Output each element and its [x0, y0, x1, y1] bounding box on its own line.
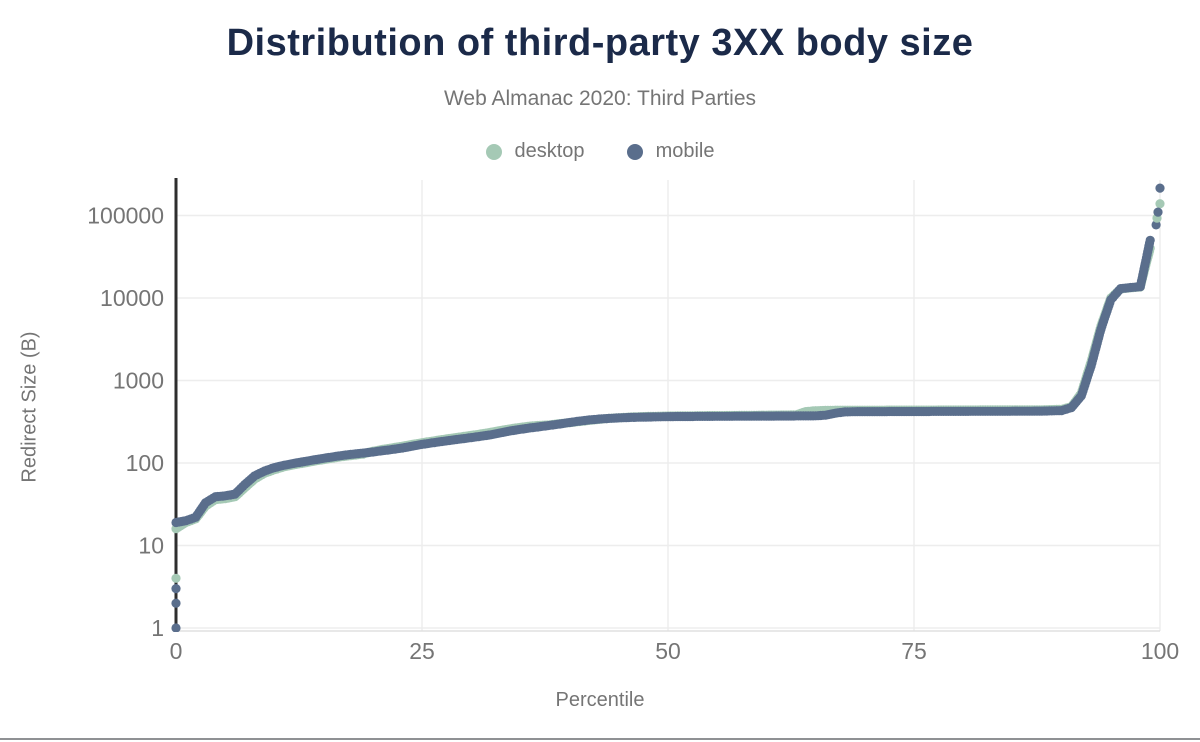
mobile-outlier-point	[171, 623, 181, 632]
legend-item-desktop[interactable]: desktop	[485, 140, 585, 163]
mobile-swatch-icon	[626, 143, 643, 160]
mobile-outlier-point	[1151, 220, 1161, 230]
mobile-outlier-point	[1153, 207, 1163, 217]
y-tick-label: 10	[138, 533, 164, 559]
page-subtitle: Web Almanac 2020: Third Parties	[443, 87, 757, 110]
legend-label: desktop	[514, 140, 585, 162]
mobile-outlier-point	[171, 598, 181, 608]
legend: desktop mobile	[0, 140, 1200, 163]
legend-item-mobile[interactable]: mobile	[626, 140, 715, 163]
x-tick-label: 50	[655, 638, 681, 664]
data-point	[1155, 199, 1165, 209]
mobile-series	[171, 183, 1165, 528]
series-container	[171, 183, 1165, 632]
page-title: Distribution of third-party 3XX body siz…	[226, 22, 974, 64]
x-tick-label: 100	[1141, 638, 1179, 664]
x-axis-title: Percentile	[555, 689, 645, 711]
x-tick-label: 25	[409, 638, 435, 664]
x-tick-label: 75	[901, 638, 927, 664]
data-point	[1145, 235, 1155, 245]
extra-points	[171, 207, 1163, 632]
footer-divider	[0, 738, 1200, 740]
x-tick-label: 0	[170, 638, 183, 664]
y-tick-label: 1000	[113, 368, 164, 394]
legend-label: mobile	[655, 140, 715, 162]
mobile-outlier-point	[171, 584, 181, 594]
y-axis-title: Redirect Size (B)	[18, 331, 41, 483]
data-point	[1155, 183, 1165, 193]
y-tick-label: 100	[126, 450, 164, 476]
y-tick-label: 1	[151, 615, 164, 641]
y-tick-label: 10000	[100, 285, 164, 311]
desktop-swatch-icon	[485, 143, 502, 160]
y-tick-label: 100000	[87, 203, 164, 229]
desktop-outlier-point	[171, 573, 181, 583]
